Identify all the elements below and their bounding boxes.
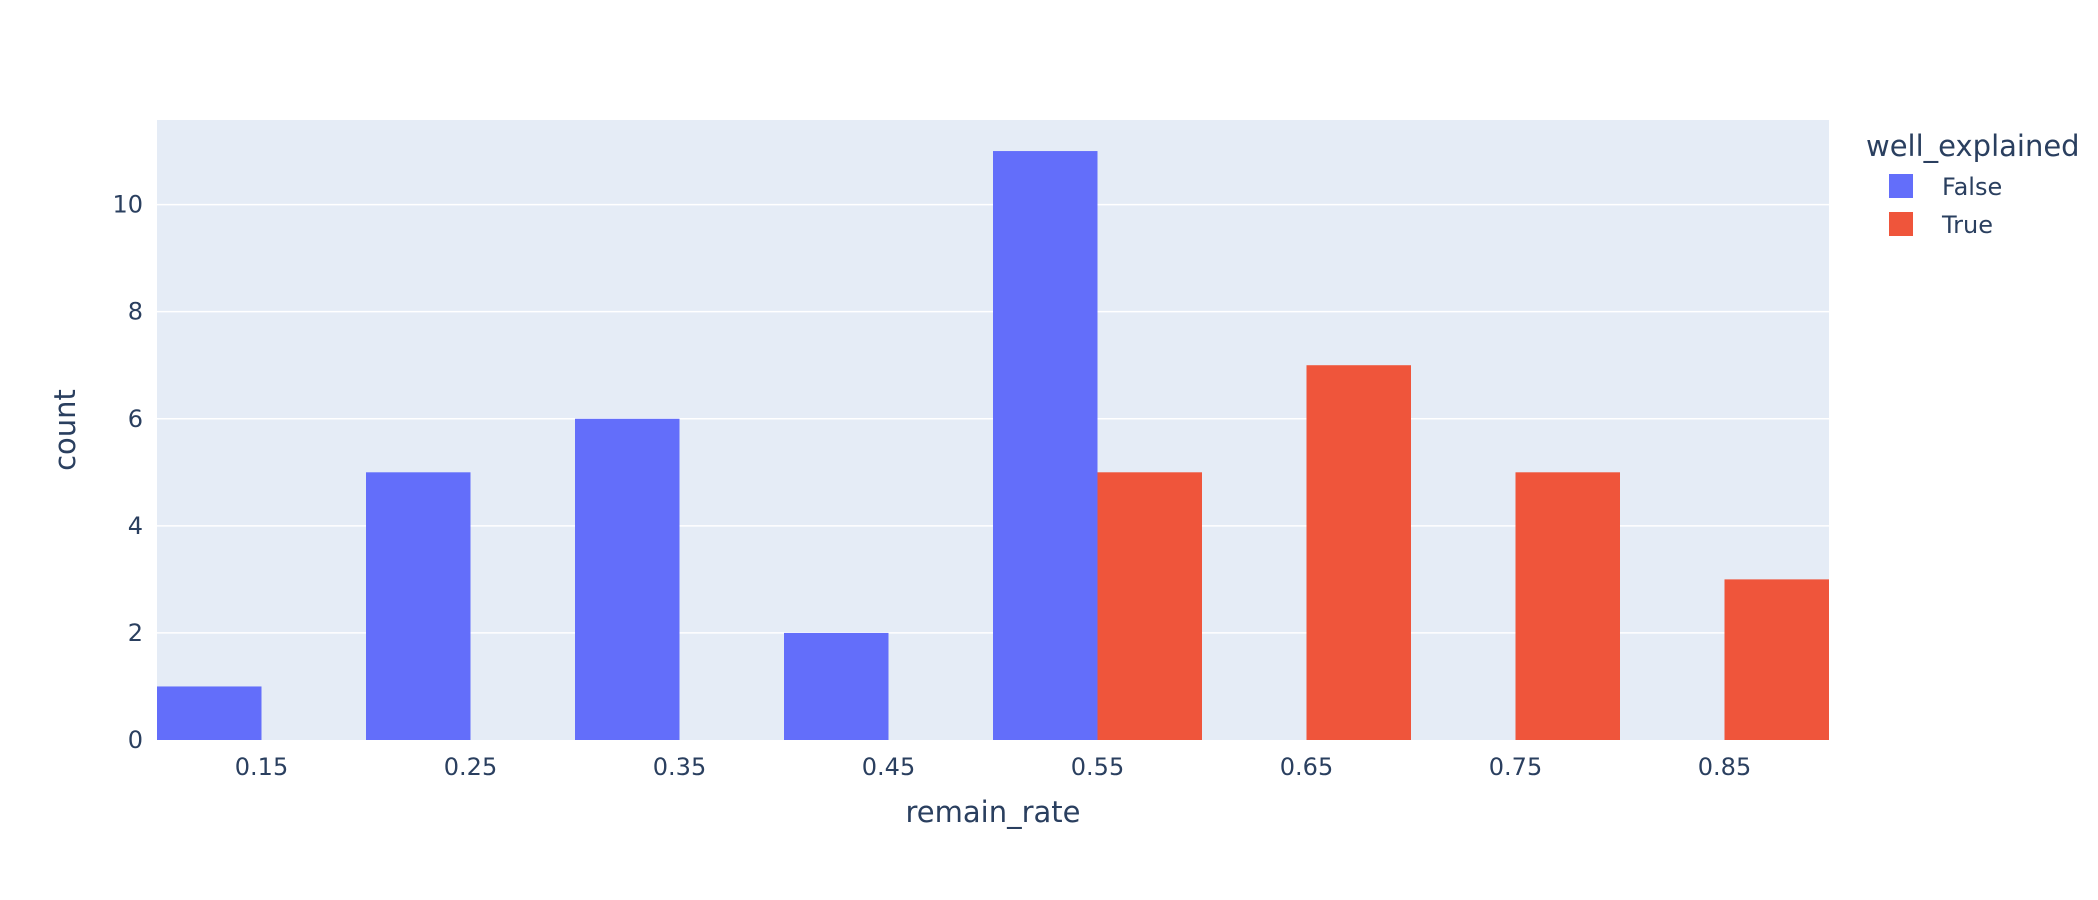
bar-true-0.85 (1724, 579, 1829, 740)
x-tick-label: 0.75 (1489, 753, 1542, 781)
legend-label-false: False (1942, 173, 2002, 201)
x-tick-label: 0.25 (444, 753, 497, 781)
legend: well_explained False True (1866, 129, 2080, 239)
x-tick-label: 0.85 (1698, 753, 1751, 781)
y-tick-label: 10 (112, 191, 143, 219)
x-axis-title: remain_rate (906, 795, 1081, 829)
bar-false-0.35 (575, 418, 680, 740)
legend-swatch-false (1889, 174, 1913, 198)
x-tick-label: 0.55 (1071, 753, 1124, 781)
y-tick-label: 4 (128, 512, 143, 540)
x-tick-label: 0.65 (1280, 753, 1333, 781)
x-tick-label: 0.45 (862, 753, 915, 781)
x-tick-label: 0.35 (653, 753, 706, 781)
y-axis-ticks: 0 2 4 6 8 10 (112, 191, 143, 754)
legend-swatch-true (1889, 212, 1913, 236)
y-tick-label: 8 (128, 298, 143, 326)
bar-false-0.45 (784, 632, 889, 740)
bar-false-0.55 (993, 151, 1098, 741)
x-axis-ticks: 0.15 0.25 0.35 0.45 0.55 0.65 0.75 0.85 (235, 753, 1751, 781)
bar-false-0.15 (157, 686, 262, 740)
bar-true-0.55 (1097, 472, 1202, 740)
bar-true-0.65 (1306, 365, 1411, 740)
x-tick-label: 0.15 (235, 753, 288, 781)
legend-title: well_explained (1866, 129, 2080, 163)
y-axis-title: count (48, 389, 82, 471)
y-tick-label: 0 (128, 726, 143, 754)
legend-items: False True (1889, 173, 2002, 239)
legend-label-true: True (1941, 211, 1993, 239)
y-tick-label: 2 (128, 619, 143, 647)
y-tick-label: 6 (128, 405, 143, 433)
bar-true-0.75 (1515, 472, 1620, 740)
bars (157, 151, 1829, 741)
bar-false-0.25 (366, 472, 471, 740)
